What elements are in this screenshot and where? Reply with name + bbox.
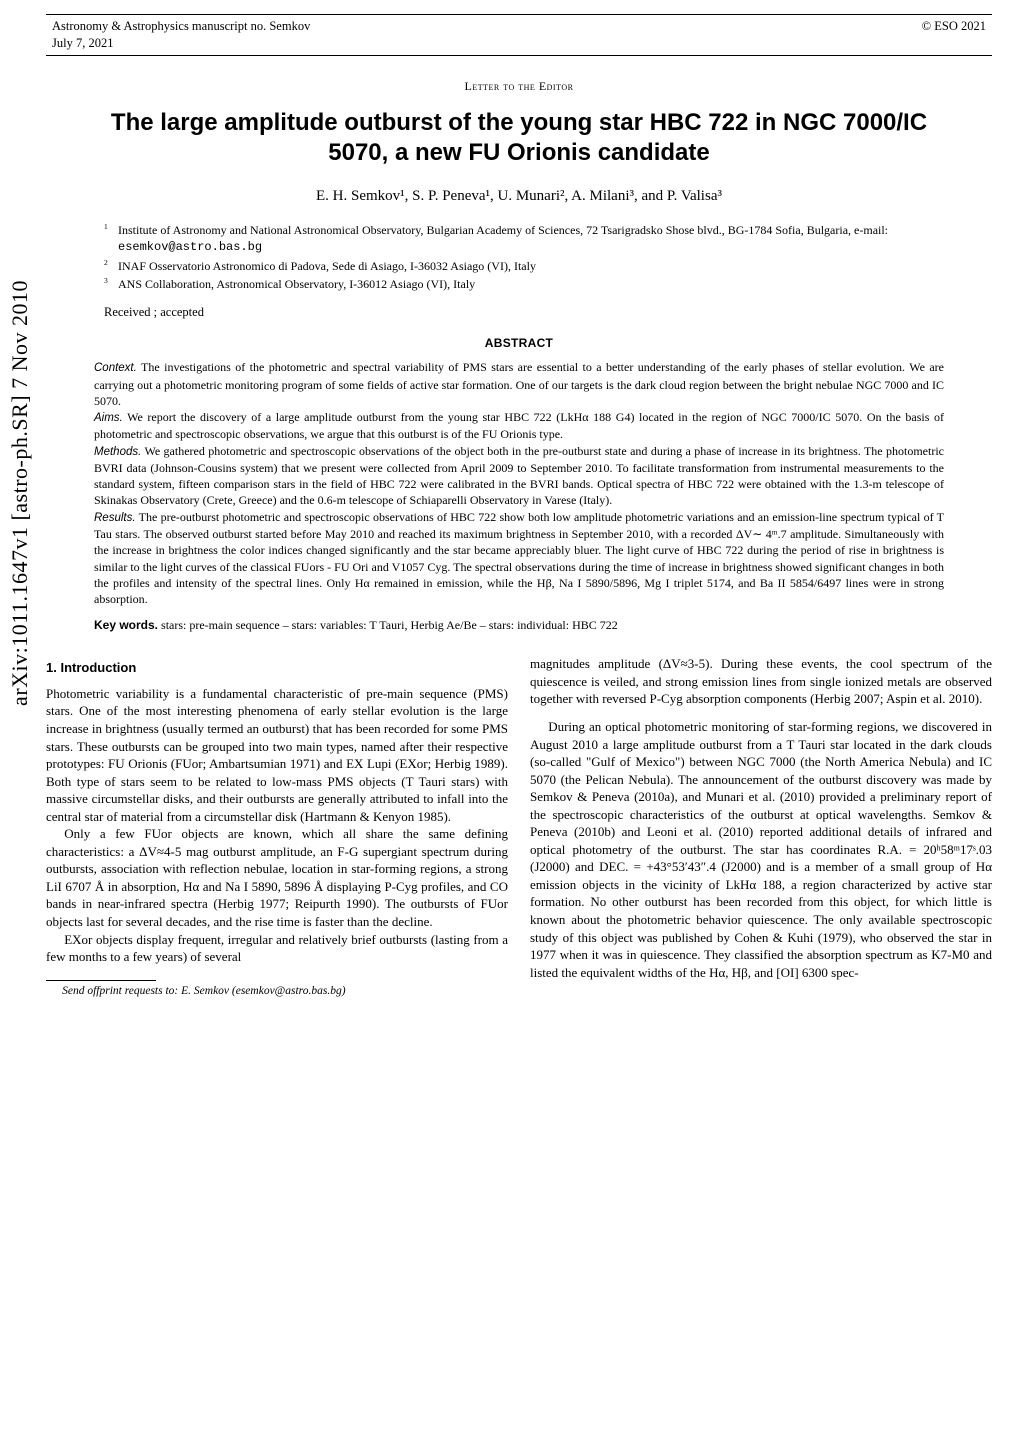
affiliation-row: 1 Institute of Astronomy and National As… [104, 222, 944, 255]
affiliations: 1 Institute of Astronomy and National As… [104, 222, 944, 292]
body-paragraph: EXor objects display frequent, irregular… [46, 931, 508, 966]
body-paragraph: Only a few FUor objects are known, which… [46, 825, 508, 930]
context-text: The investigations of the photometric an… [94, 360, 944, 408]
content: Astronomy & Astrophysics manuscript no. … [40, 0, 1020, 1023]
header-box: Astronomy & Astrophysics manuscript no. … [46, 14, 992, 56]
affil-text: ANS Collaboration, Astronomical Observat… [118, 276, 944, 292]
keywords-text: stars: pre-main sequence – stars: variab… [158, 618, 618, 632]
footnote: Send offprint requests to: E. Semkov (es… [46, 984, 508, 1000]
methods-text: We gathered photometric and spectroscopi… [94, 444, 944, 508]
right-column: magnitudes amplitude (ΔV≈3-5). During th… [530, 655, 992, 999]
results-label: Results. [94, 512, 136, 524]
affil-num: 3 [104, 276, 118, 292]
affiliation-row: 3 ANS Collaboration, Astronomical Observ… [104, 276, 944, 292]
keywords-label: Key words. [94, 618, 158, 632]
affil-text: INAF Osservatorio Astronomico di Padova,… [118, 258, 944, 274]
section-heading: 1. Introduction [46, 659, 508, 677]
affil-num: 2 [104, 258, 118, 274]
letter-to-editor: Letter to the Editor [46, 78, 992, 94]
context-label: Context. [94, 362, 137, 374]
affil-sup: 1 [104, 222, 108, 231]
header-right: © ESO 2021 [922, 18, 986, 52]
paper-title: The large amplitude outburst of the youn… [86, 108, 952, 168]
affiliation-row: 2 INAF Osservatorio Astronomico di Padov… [104, 258, 944, 274]
affil-text: Institute of Astronomy and National Astr… [118, 222, 944, 255]
left-column: 1. Introduction Photometric variability … [46, 655, 508, 999]
keywords: Key words. stars: pre-main sequence – st… [94, 617, 944, 633]
body-paragraph: During an optical photometric monitoring… [530, 718, 992, 981]
arxiv-id: arXiv:1011.1647v1 [astro-ph.SR] 7 Nov 20… [5, 280, 35, 706]
affil-email: esemkov@astro.bas.bg [118, 240, 262, 254]
affil-sup: 2 [104, 258, 108, 267]
body-paragraph: Photometric variability is a fundamental… [46, 685, 508, 825]
affil-sup: 3 [104, 276, 108, 285]
affil-span: Institute of Astronomy and National Astr… [118, 223, 888, 237]
methods-label: Methods. [94, 446, 141, 458]
received-line: Received ; accepted [104, 304, 992, 321]
results-text: The pre-outburst photometric and spectro… [94, 510, 944, 606]
affil-num: 1 [104, 222, 118, 255]
footnote-rule [46, 980, 156, 981]
authors: E. H. Semkov¹, S. P. Peneva¹, U. Munari²… [46, 186, 992, 206]
two-column-body: 1. Introduction Photometric variability … [46, 655, 992, 999]
aims-text: We report the discovery of a large ampli… [94, 410, 944, 442]
date-line: July 7, 2021 [52, 36, 113, 50]
header-left: Astronomy & Astrophysics manuscript no. … [52, 18, 310, 52]
abstract-body: Context. The investigations of the photo… [94, 359, 944, 607]
page: arXiv:1011.1647v1 [astro-ph.SR] 7 Nov 20… [0, 0, 1020, 1023]
journal-line: Astronomy & Astrophysics manuscript no. … [52, 19, 310, 33]
aims-label: Aims. [94, 412, 123, 424]
arxiv-sidebar: arXiv:1011.1647v1 [astro-ph.SR] 7 Nov 20… [0, 0, 40, 1023]
abstract-heading: ABSTRACT [46, 335, 992, 351]
body-paragraph: magnitudes amplitude (ΔV≈3-5). During th… [530, 655, 992, 708]
